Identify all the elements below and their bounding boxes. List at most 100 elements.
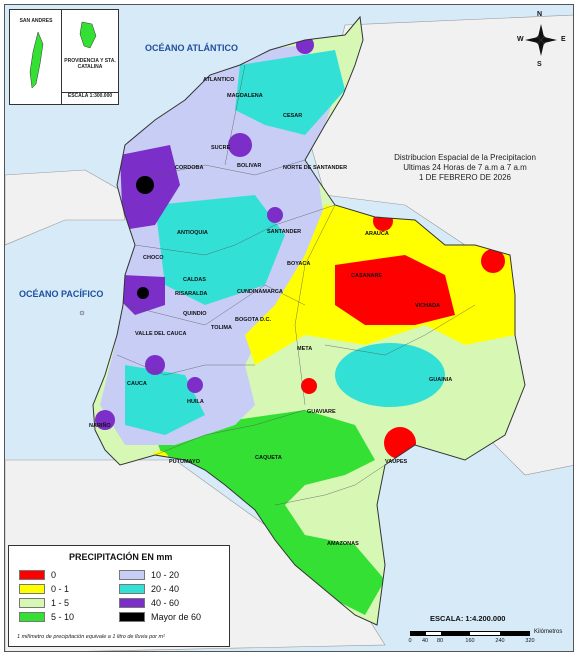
inset-islands: SAN ANDRES PROVIDENCIA Y STA. CATALINA E… (9, 9, 119, 105)
zone-40-60-valle (145, 355, 165, 375)
dept-label-narino: NARIÑO (89, 423, 111, 429)
legend-label-2: 1 - 5 (51, 598, 70, 608)
dept-label-risaralda: RISARALDA (175, 291, 208, 297)
zone-40-60-bolivar (228, 133, 252, 157)
dept-label-choco: CHOCO (143, 255, 164, 261)
map-title-line-3: 1 DE FEBRERO DE 2026 (418, 173, 512, 182)
legend-label-3: 5 - 10 (51, 612, 75, 622)
legend-swatch-4 (119, 570, 145, 580)
scale-seg-2 (425, 632, 441, 635)
ocean-pacific-label: OCÉANO PACÍFICO (19, 289, 104, 299)
scale-tick-2: 80 (436, 638, 444, 644)
scale-tick-5: 320 (525, 638, 535, 644)
legend-label-4: 10 - 20 (151, 570, 180, 580)
dept-label-cordoba: CORDOBA (175, 165, 204, 171)
legend: PRECIPITACIÓN EN mm 0 0 - 1 1 - 5 5 - 10… (8, 545, 230, 647)
dept-label-santander: SANTANDER (267, 229, 302, 235)
legend-item-3: 5 - 10 (19, 612, 74, 623)
san-andres-island (29, 31, 44, 89)
ocean-atlantic-label: OCÉANO ATLÁNTICO (145, 43, 238, 53)
inset-san-andres: SAN ANDRES (10, 10, 62, 104)
legend-note: 1 milímetro de precipitación equivale a … (17, 634, 165, 640)
dept-label-huila: HUILA (187, 399, 204, 405)
map-canvas (5, 5, 573, 651)
legend-item-0: 0 (19, 570, 56, 581)
dept-label-amazonas: AMAZONAS (327, 541, 359, 547)
legend-item-4: 10 - 20 (119, 570, 179, 581)
dept-label-sucre: SUCRE (211, 145, 231, 151)
legend-swatch-0 (19, 570, 45, 580)
scale-unit: Kilómetros (534, 629, 563, 635)
scale-seg-5 (499, 632, 529, 635)
scale-tick-4: 240 (495, 638, 505, 644)
precipitation-map: SAN ANDRES PROVIDENCIA Y STA. CATALINA E… (4, 4, 574, 652)
zone-0-meta (301, 378, 317, 394)
legend-swatch-3 (19, 612, 45, 622)
zone-40-60-huila (187, 377, 203, 393)
zone-0-arauca-east (481, 249, 505, 273)
legend-label-7: Mayor de 60 (151, 612, 202, 622)
zone-20-40-caribe (235, 50, 345, 135)
dept-label-atlantico: ATLANTICO (203, 77, 235, 83)
dept-label-norte-de-santander: NORTE DE SANTANDER (283, 165, 348, 171)
dept-label-antioquia: ANTIOQUIA (177, 230, 208, 236)
scale-bar (410, 631, 530, 636)
inset-san-andres-label: SAN ANDRES (19, 18, 53, 24)
dept-label-guaviare: GUAVIARE (307, 409, 336, 415)
map-title-line-2: Ultimas 24 Horas de 7 a.m a 7 a.m (403, 163, 527, 172)
zone-0-arauca-casanare (335, 255, 455, 325)
legend-swatch-6 (119, 598, 145, 608)
island-gorgona (79, 310, 85, 316)
dept-label-caldas: CALDAS (183, 277, 206, 283)
dept-label-cundinamarca: CUNDINAMARCA (237, 289, 283, 295)
dept-label-vichada: VICHADA (415, 303, 441, 309)
dept-label-bogota: BOGOTA D.C. (235, 317, 272, 323)
dept-label-meta: META (297, 346, 313, 352)
legend-swatch-5 (119, 584, 145, 594)
legend-label-6: 40 - 60 (151, 598, 180, 608)
scale-tick-0: 0 (408, 638, 412, 644)
zone-40-60-narino (95, 410, 115, 430)
map-title: Distribucion Espacial de la Precipitacio… (365, 153, 565, 183)
legend-title: PRECIPITACIÓN EN mm (69, 552, 173, 562)
legend-item-7: Mayor de 60 (119, 612, 201, 623)
inset-scale-label: ESCALA 1:300.000 (62, 92, 118, 99)
compass-e: E (561, 36, 566, 43)
scale-title: ESCALA: 1:4.200.000 (430, 614, 506, 623)
zone-5-10-amazonia (155, 410, 385, 615)
scale-tick-1: 40 (421, 638, 429, 644)
dept-label-valle-del-cauca: VALLE DEL CAUCA (135, 331, 187, 337)
legend-item-5: 20 - 40 (119, 584, 179, 595)
zone-20-40-guainia (335, 343, 445, 407)
legend-item-1: 0 - 1 (19, 584, 69, 595)
dept-label-casanare: CASANARE (351, 273, 383, 279)
dept-label-magdalena: MAGDALENA (227, 93, 263, 99)
scale-seg-3 (440, 632, 470, 635)
legend-item-6: 40 - 60 (119, 598, 179, 609)
zone-over-60-choco (137, 287, 149, 299)
dept-label-boyaca: BOYACA (287, 261, 311, 267)
compass-n: N (537, 11, 543, 18)
scale-seg-4 (470, 632, 500, 635)
scale-seg-1 (411, 632, 426, 635)
dept-label-arauca: ARAUCA (365, 231, 389, 237)
scale-bar-block: ESCALA: 1:4.200.000 0 40 80 160 240 320 … (408, 614, 568, 654)
dept-label-tolima: TOLIMA (211, 325, 232, 331)
dept-label-cesar: CESAR (283, 113, 303, 119)
legend-item-2: 1 - 5 (19, 598, 69, 609)
zone-over-60-cordoba (136, 176, 154, 194)
scale-ticks: 0 40 80 160 240 320 (408, 638, 558, 646)
dept-label-vaupes: VAUPES (385, 459, 408, 465)
legend-swatch-7 (119, 612, 145, 622)
legend-swatch-2 (19, 598, 45, 608)
legend-label-5: 20 - 40 (151, 584, 180, 594)
legend-label-1: 0 - 1 (51, 584, 70, 594)
dept-label-cauca: CAUCA (127, 381, 147, 387)
zone-40-60-santander (267, 207, 283, 223)
compass-s: S (537, 61, 542, 68)
dept-label-putumayo: PUTUMAYO (169, 459, 200, 465)
colombia-outline (92, 15, 526, 626)
neighbor-land-panama (5, 169, 126, 246)
inset-providencia-label: PROVIDENCIA Y STA. CATALINA (64, 58, 116, 70)
legend-swatch-1 (19, 584, 45, 594)
